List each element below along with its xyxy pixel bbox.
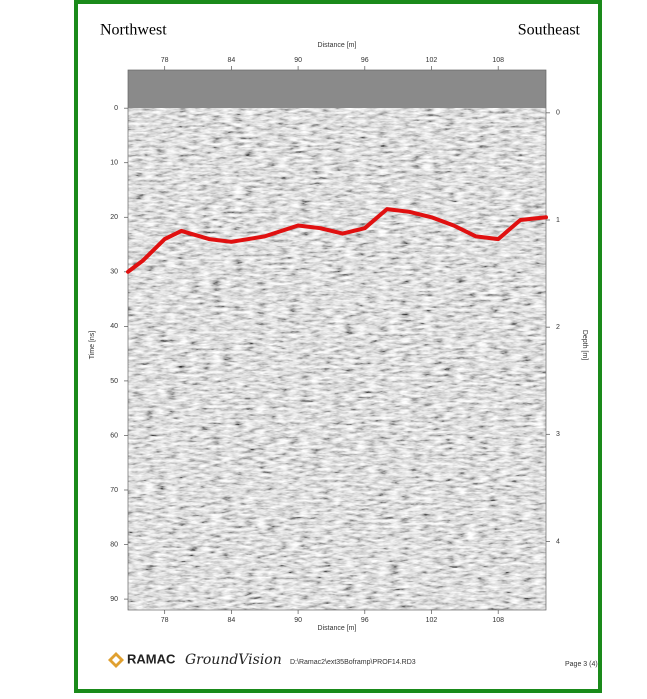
- logo: [108, 652, 124, 668]
- y-tick-label: 10: [110, 160, 118, 167]
- y-tick-label: 20: [110, 214, 118, 221]
- y2-tick-label: 2: [556, 324, 560, 331]
- x-tick-label: 84: [227, 617, 235, 624]
- y-axis-title: Time [ns]: [89, 331, 96, 360]
- page-number: Page 3 (4): [565, 661, 598, 668]
- right-label: Southeast: [518, 22, 581, 39]
- product: GroundVision: [185, 652, 282, 668]
- header-band: [128, 70, 546, 108]
- y-tick-label: 60: [110, 432, 118, 439]
- y2-tick-label: 4: [556, 538, 560, 545]
- radargram: [128, 108, 546, 610]
- y-tick-label: 90: [110, 596, 118, 603]
- file-path: D:\Ramac2\ext35Boframp\PROF14.RD3: [290, 659, 416, 666]
- y2-axis-title: Depth [m]: [581, 330, 588, 360]
- y-tick-label: 50: [110, 378, 118, 385]
- y-tick-label: 30: [110, 269, 118, 276]
- x-tick-label: 108: [492, 617, 504, 624]
- y-tick-label: 0: [114, 105, 118, 112]
- brand: RAMAC: [127, 651, 176, 666]
- x-tick-label: 96: [361, 617, 369, 624]
- y-tick-label: 40: [110, 323, 118, 330]
- y2-tick-label: 3: [556, 431, 560, 438]
- plot-border: [127, 69, 547, 611]
- x-tick-label-top: 96: [361, 57, 369, 64]
- left-label: Northwest: [100, 22, 167, 39]
- x-tick-label: 90: [294, 617, 302, 624]
- y2-tick-label: 1: [556, 217, 560, 224]
- x-tick-label-top: 84: [227, 57, 235, 64]
- x-tick-label-top: 78: [161, 57, 169, 64]
- x-tick-label-top: 102: [426, 57, 438, 64]
- y2-tick-label: 0: [556, 110, 560, 117]
- x-tick-label: 102: [426, 617, 438, 624]
- y-tick-label: 70: [110, 487, 118, 494]
- x-axis-title-top: Distance [m]: [318, 42, 357, 49]
- y-tick-label: 80: [110, 541, 118, 548]
- x-tick-label: 78: [161, 617, 169, 624]
- x-tick-label-top: 108: [492, 57, 504, 64]
- interface-line: [126, 207, 548, 274]
- x-axis-title: Distance [m]: [318, 625, 357, 632]
- x-tick-label-top: 90: [294, 57, 302, 64]
